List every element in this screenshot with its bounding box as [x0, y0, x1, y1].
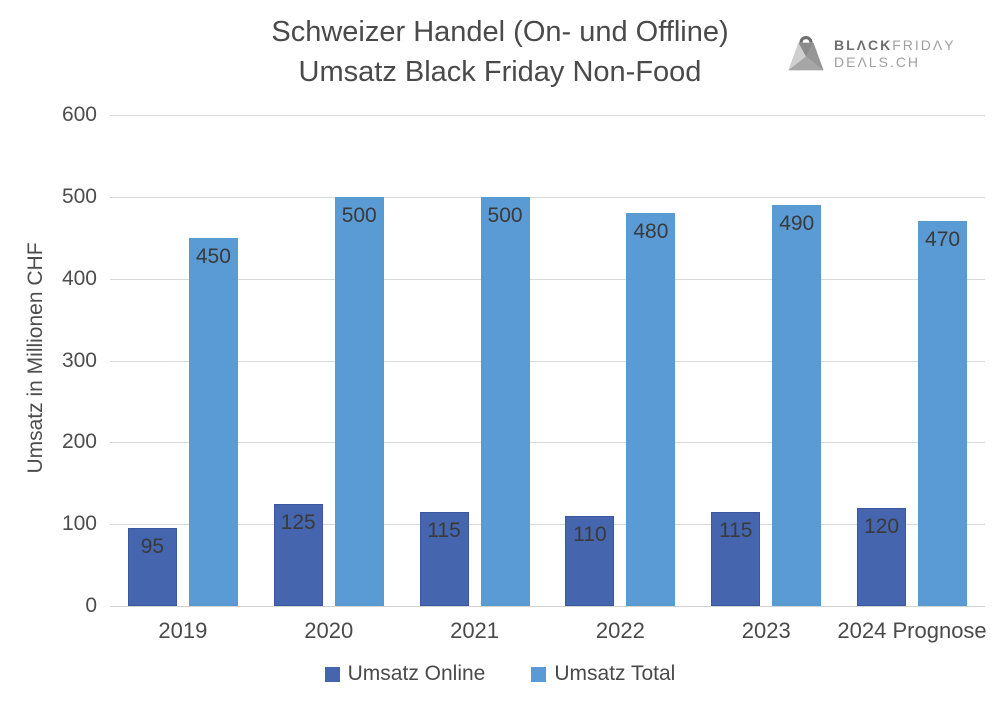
- bar-umsatz-total: 500: [480, 196, 530, 606]
- brand-word-deals: DEΛLS.CH: [834, 54, 921, 70]
- gridline: [110, 196, 985, 198]
- bar-umsatz-online: 110: [565, 515, 615, 606]
- legend-item-umsatz-total: Umsatz Total: [531, 662, 675, 686]
- x-axis-label: 2021: [450, 618, 500, 643]
- bar-groups: 95 450 2019 125 500 2020 115 500 2021 110 480 2022 1…: [110, 115, 987, 643]
- legend-item-umsatz-online: Umsatz Online: [324, 662, 486, 686]
- bar-umsatz-online: 115: [711, 511, 761, 606]
- bar-group-2024-prognose: 120 470 2024 Prognose: [837, 115, 987, 643]
- gridline: [110, 524, 985, 526]
- y-tick-label: 300: [61, 348, 97, 372]
- chart-title: Schweizer Handel (On- und Offline) Umsat…: [271, 12, 728, 92]
- gridline: [110, 442, 985, 444]
- bar-group-2019: 95 450 2019: [110, 115, 256, 643]
- bar-group-2021: 115 500 2021: [402, 115, 548, 643]
- bar-umsatz-online: 120: [857, 507, 907, 606]
- bar-group-2020: 125 500 2020: [256, 115, 402, 643]
- bar-value-label: 110: [573, 522, 607, 546]
- bar-umsatz-total: 500: [334, 196, 384, 606]
- x-axis-label: 2019: [158, 618, 208, 643]
- bar-umsatz-total: 450: [188, 237, 238, 606]
- brand-word-friday: FRIDΛY: [892, 36, 956, 53]
- gridline: [110, 115, 985, 116]
- y-axis: 600 500 400 300 200 100 0: [0, 103, 97, 617]
- shopping-bag-icon: [788, 36, 824, 71]
- bar-value-label: 500: [487, 203, 523, 227]
- bar-value-label: 95: [140, 535, 165, 559]
- plot-area: 95 450 2019 125 500 2020 115 500 2021 110 480 2022 1…: [110, 115, 987, 643]
- bar-value-label: 115: [427, 518, 461, 542]
- brand-word-black: BLΛCK: [834, 36, 893, 53]
- bar-value-label: 115: [718, 518, 753, 542]
- bar-value-label: 120: [864, 514, 900, 538]
- x-axis-label: 2024 Prognose: [837, 618, 987, 643]
- x-axis-line: [110, 606, 985, 607]
- x-axis-label: 2022: [595, 618, 645, 643]
- x-axis-label: 2023: [741, 618, 791, 643]
- bar-umsatz-online: 115: [419, 511, 469, 606]
- y-tick-label: 400: [61, 266, 97, 290]
- bar-umsatz-total: 470: [918, 221, 968, 606]
- y-tick-label: 100: [61, 512, 97, 536]
- y-tick-label: 200: [61, 430, 97, 454]
- legend-label: Umsatz Online: [347, 662, 486, 685]
- legend: Umsatz Online Umsatz Total: [0, 662, 1000, 686]
- bar-value-label: 490: [779, 212, 815, 236]
- bar-value-label: 470: [925, 228, 961, 252]
- bar-value-label: 125: [280, 510, 316, 534]
- gridline: [110, 278, 985, 280]
- chart-title-line1: Schweizer Handel (On- und Offline): [271, 16, 729, 48]
- bar-group-2023: 115 490 2023: [693, 115, 839, 643]
- x-axis-label: 2020: [304, 618, 354, 643]
- bar-group-2022: 110 480 2022: [547, 115, 693, 643]
- brand-logo-text: BLΛCKFRIDΛY DEΛLS.CH: [834, 37, 956, 72]
- bar-umsatz-total: 490: [772, 205, 822, 606]
- chart-title-line2: Umsatz Black Friday Non-Food: [298, 56, 702, 89]
- y-tick-label: 600: [61, 103, 97, 126]
- y-tick-label: 500: [61, 184, 97, 208]
- bar-umsatz-online: 125: [273, 503, 323, 606]
- bar-umsatz-online: 95: [127, 528, 177, 606]
- bar-value-label: 450: [195, 244, 231, 268]
- bar-umsatz-total: 480: [626, 213, 676, 606]
- gridline: [110, 360, 985, 362]
- legend-label: Umsatz Total: [554, 662, 676, 685]
- legend-swatch-umsatz-total: [531, 666, 547, 682]
- bar-value-label: 480: [633, 220, 669, 244]
- brand-logo: BLΛCKFRIDΛY DEΛLS.CH: [786, 32, 956, 76]
- y-tick-label: 0: [85, 594, 97, 617]
- bar-value-label: 500: [341, 203, 377, 227]
- legend-swatch-umsatz-online: [324, 666, 340, 682]
- brand-logo-line1: BLΛCKFRIDΛY: [834, 37, 956, 55]
